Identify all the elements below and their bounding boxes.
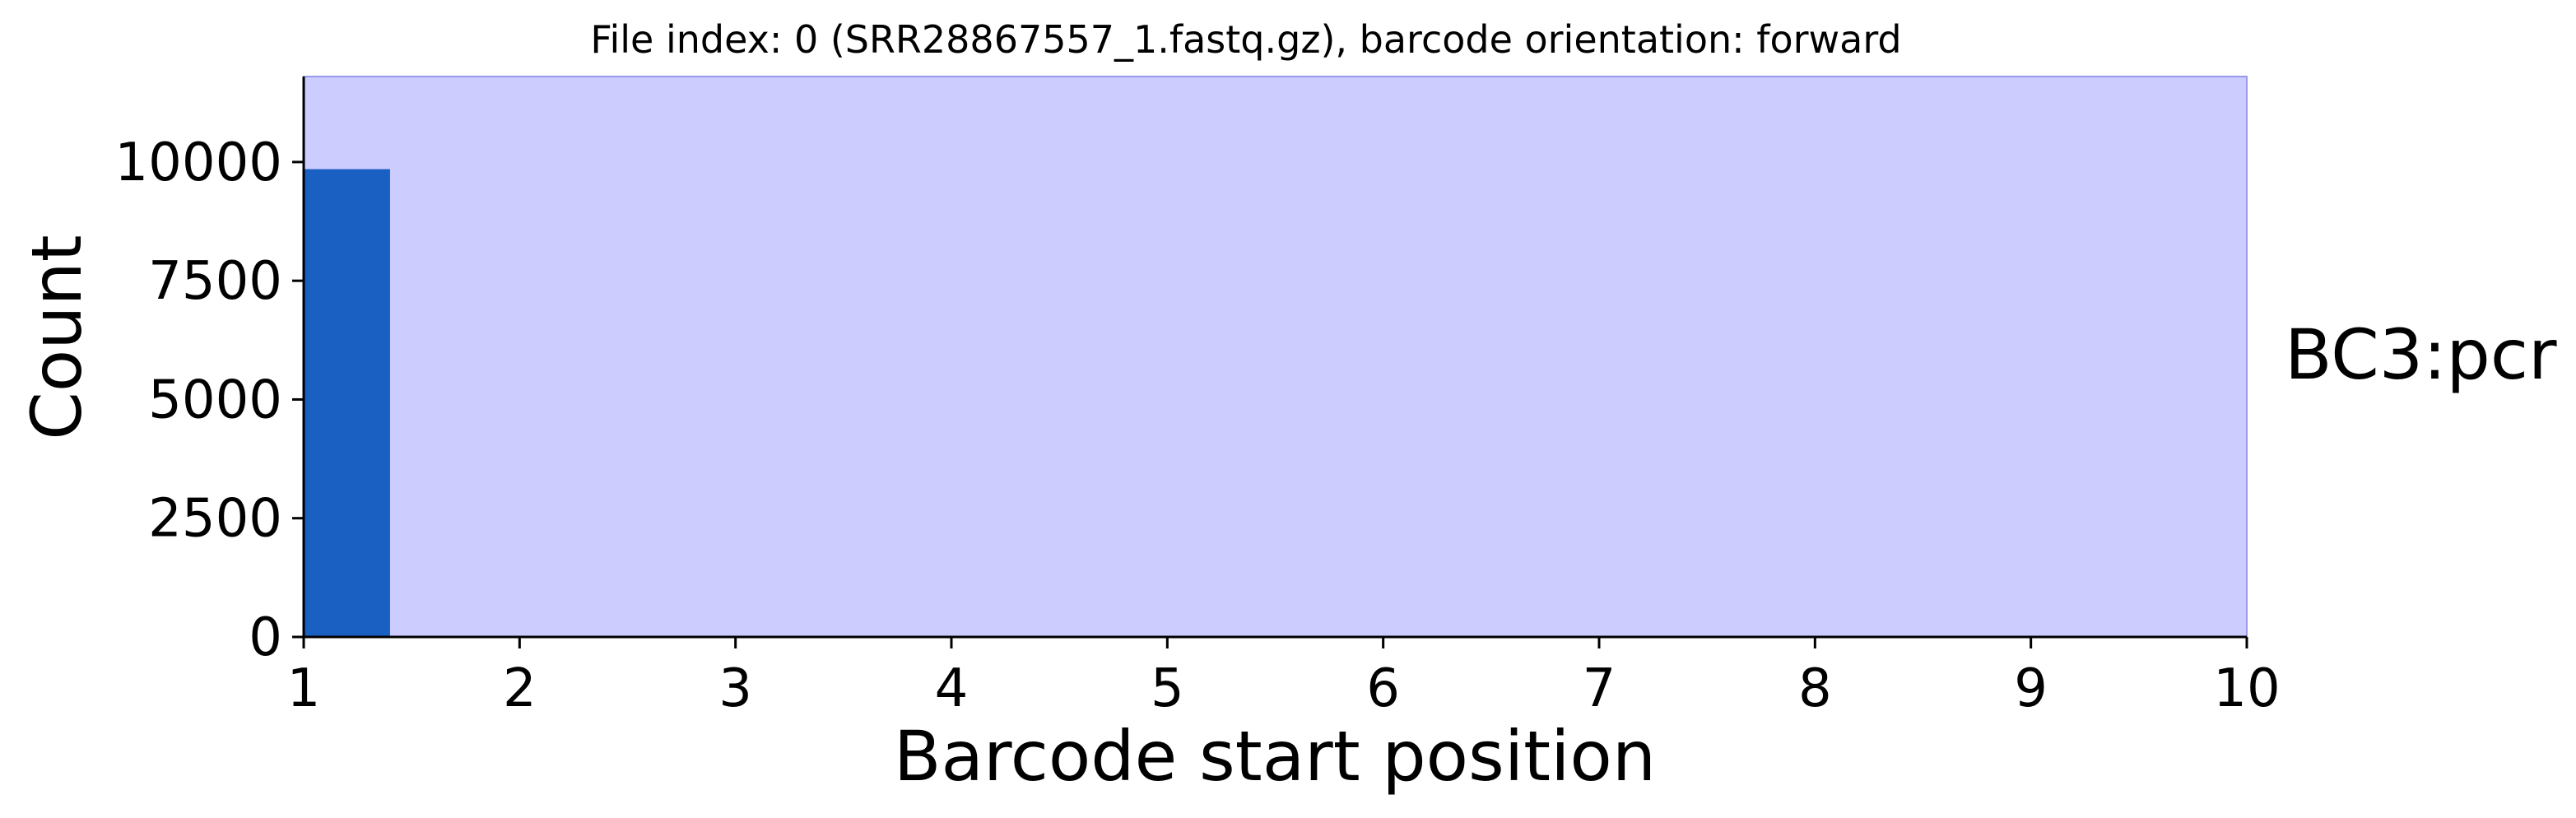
x-tick-label-0: 1 <box>287 658 321 719</box>
x-tick-label-4: 5 <box>1151 658 1184 719</box>
x-tick-label-2: 3 <box>718 658 752 719</box>
x-tick-label-9: 10 <box>2213 658 2280 719</box>
y-ticks: 0 2500 5000 7500 10000 <box>114 132 304 668</box>
y-tick-label-2: 5000 <box>148 369 282 430</box>
y-tick-label-4: 10000 <box>114 132 282 193</box>
x-axis-label: Barcode start position <box>894 716 1656 797</box>
x-tick-label-1: 2 <box>503 658 537 719</box>
y-tick-label-3: 7500 <box>148 251 282 312</box>
x-tick-label-8: 9 <box>2014 658 2048 719</box>
x-tick-label-5: 6 <box>1366 658 1400 719</box>
bars <box>304 169 390 637</box>
chart-title: File index: 0 (SRR28867557_1.fastq.gz), … <box>590 17 1901 62</box>
y-tick-label-0: 0 <box>249 607 282 668</box>
x-tick-label-6: 7 <box>1583 658 1616 719</box>
x-tick-label-3: 4 <box>935 658 969 719</box>
bar-0 <box>304 169 390 637</box>
y-tick-label-1: 2500 <box>148 489 282 550</box>
side-label: BC3:pcr <box>2285 314 2557 395</box>
y-axis-label: Count <box>16 235 97 439</box>
x-tick-label-7: 8 <box>1798 658 1832 719</box>
plot-area <box>303 76 2248 638</box>
x-ticks: 1 2 3 4 5 6 7 8 9 10 <box>287 637 2281 719</box>
